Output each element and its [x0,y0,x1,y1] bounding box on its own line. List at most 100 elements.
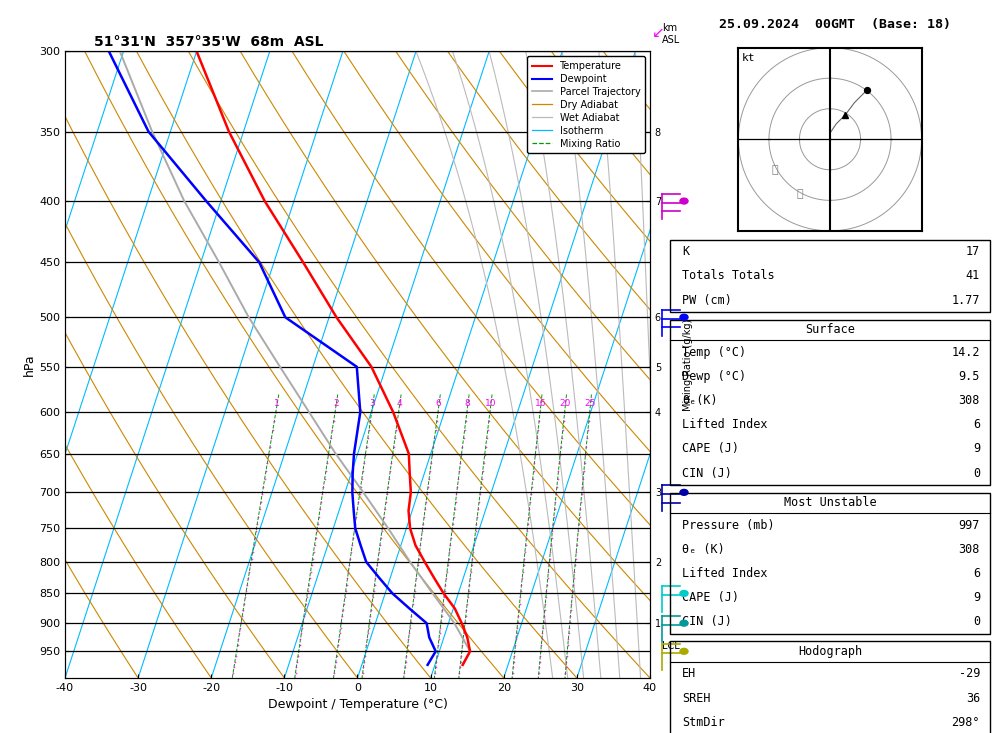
Point [338,585,354,597]
Point [516,559,532,571]
Point [556,415,572,427]
Point [412,546,428,558]
Point [362,616,378,627]
Point [291,645,307,657]
Point [566,572,582,584]
Point [358,639,374,651]
Text: -29: -29 [959,668,980,680]
Point [400,639,416,651]
Point [257,473,273,485]
Point [423,457,439,469]
Legend: Temperature, Dewpoint, Parcel Trajectory, Dry Adiabat, Wet Adiabat, Isotherm, Mi: Temperature, Dewpoint, Parcel Trajectory… [527,56,645,153]
Point [343,546,359,558]
Point [418,496,434,508]
Point [337,592,353,603]
Point [297,604,313,616]
Point [569,539,585,550]
Point [429,415,445,427]
Point [247,532,263,544]
Point [387,432,403,444]
Point [505,661,521,673]
Point [266,415,282,427]
Point [324,424,340,435]
Point [572,511,588,523]
Point [425,441,441,452]
Point [451,667,467,679]
Point [508,633,524,645]
Point [311,511,327,523]
Point [341,559,357,571]
Text: 14.2: 14.2 [952,346,980,358]
Point [288,661,304,673]
Point [455,633,471,645]
Point [459,406,475,418]
Point [569,532,585,544]
Point [242,559,258,571]
Point [231,627,247,639]
Point [250,511,266,523]
Point [459,597,475,609]
Point [329,650,345,662]
Point [543,539,559,550]
Point [580,424,596,435]
Point [444,525,460,537]
Point [567,559,583,571]
Point [513,585,529,597]
Point [441,546,457,558]
Text: 10: 10 [485,399,496,408]
Point [354,672,370,684]
Point [549,481,565,493]
Point [225,667,241,679]
Text: CAPE (J): CAPE (J) [682,592,739,604]
Point [355,667,371,679]
Point [409,566,425,578]
Point [532,656,548,668]
Point [447,504,463,515]
Point [348,511,364,523]
Point [432,627,448,639]
Point [521,511,537,523]
Point [507,639,523,651]
Text: 9: 9 [973,443,980,455]
Point [426,432,442,444]
Text: Lifted Index: Lifted Index [682,567,768,580]
Point [548,488,564,500]
Point [400,633,416,645]
Point [416,511,432,523]
Point [547,504,563,515]
Point [339,572,355,584]
Point [346,525,362,537]
Point [368,566,384,578]
Point [367,579,383,591]
Point [557,672,573,684]
Point [448,488,464,500]
Point [530,424,546,435]
Point [859,84,875,96]
Point [362,610,378,622]
Point [241,566,257,578]
Point [440,559,456,571]
Point [408,572,424,584]
Point [528,441,544,452]
Point [432,622,448,633]
Point [374,525,390,537]
Text: 25: 25 [584,399,596,408]
Point [452,661,468,673]
Point [288,667,304,679]
Point [360,627,376,639]
Point [398,650,414,662]
Point [403,616,419,627]
Point [476,457,492,469]
Point [396,667,412,679]
Point [515,566,531,578]
Point [424,449,440,460]
Text: EH: EH [682,668,696,680]
Point [356,656,372,668]
Point [466,539,482,550]
Point [536,610,552,622]
Point [541,559,557,571]
Point [530,672,546,684]
Point [331,633,347,645]
X-axis label: Dewpoint / Temperature (°C): Dewpoint / Temperature (°C) [268,699,447,712]
Point [309,525,325,537]
